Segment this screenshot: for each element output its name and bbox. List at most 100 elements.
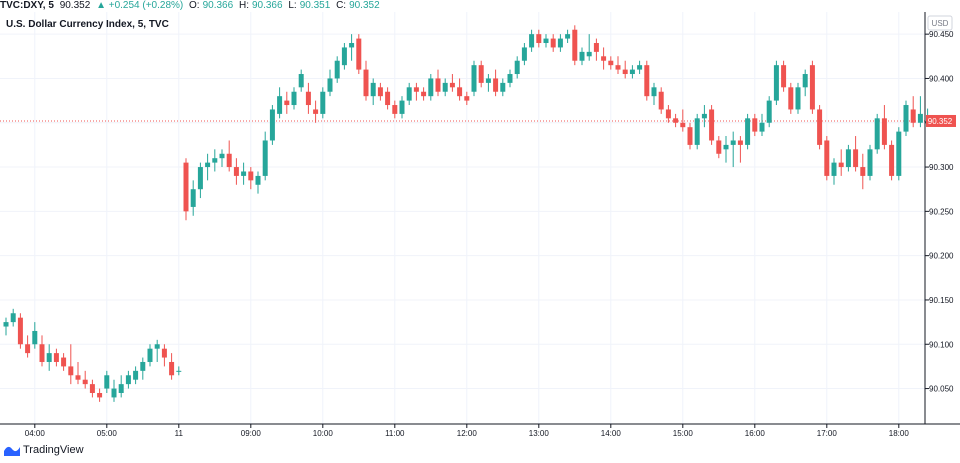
candle-body	[356, 38, 362, 70]
chart-title: U.S. Dollar Currency Index, 5, TVC	[6, 19, 169, 30]
candle-body	[154, 344, 160, 349]
candle-body	[802, 74, 808, 88]
candle-down	[39, 335, 45, 367]
x-tick-label: 12:00	[457, 429, 478, 438]
candle-body	[219, 153, 225, 159]
candle-body	[543, 38, 549, 44]
candle-up	[543, 34, 549, 48]
candle-body	[723, 144, 729, 150]
candle-body	[111, 388, 117, 398]
candle-up	[521, 43, 527, 66]
candle-up	[867, 144, 873, 181]
candle-up	[147, 344, 153, 367]
price-change: ▲ +0.254 (+0.28%)	[96, 0, 184, 11]
candle-down	[61, 353, 67, 371]
candle-down	[161, 344, 167, 367]
candle-body	[406, 87, 412, 101]
candle-body	[125, 375, 131, 385]
high-label: H:	[238, 0, 249, 11]
candle-body	[637, 65, 643, 70]
candle-down	[392, 100, 398, 119]
candle-body	[97, 392, 103, 398]
candle-body	[39, 344, 45, 362]
close-value: 90.352	[349, 0, 380, 11]
candle-up	[125, 370, 131, 389]
x-tick-label: 04:00	[25, 429, 46, 438]
candle-down	[356, 34, 362, 75]
symbol-name[interactable]: TVC:DXY, 5	[0, 0, 54, 11]
candle-up	[773, 60, 779, 106]
candle-up	[802, 69, 808, 97]
candle-down	[478, 60, 484, 88]
candle-body	[176, 370, 182, 372]
candle-body	[651, 87, 657, 97]
candle-body	[205, 162, 211, 168]
candle-body	[622, 69, 628, 75]
candle-body	[917, 113, 923, 123]
candle-body	[687, 127, 693, 145]
candle-body	[370, 82, 376, 97]
candle-body	[500, 82, 506, 92]
candle-body	[284, 100, 290, 106]
candle-body	[838, 162, 844, 168]
candle-up	[529, 29, 535, 52]
candle-down	[593, 38, 599, 61]
candle-up	[565, 29, 571, 44]
candle-body	[507, 74, 513, 83]
candle-body	[327, 78, 333, 92]
candle-body	[629, 69, 635, 75]
candle-body	[291, 91, 297, 106]
candle-body	[89, 384, 95, 393]
candle-down	[68, 344, 74, 385]
candle-body	[896, 131, 902, 176]
brand-label: TradingView	[23, 444, 84, 456]
candle-down	[737, 136, 743, 163]
candle-body	[644, 65, 650, 97]
tradingview-logo[interactable]: TradingView	[4, 444, 84, 456]
y-tick-label: 90.200	[929, 252, 954, 261]
candle-down	[421, 87, 427, 101]
candle-body	[889, 144, 895, 176]
candle-body	[68, 366, 74, 376]
low-value: 90.351	[299, 0, 331, 11]
candle-body	[752, 118, 758, 132]
candle-body	[457, 87, 463, 97]
price-chart[interactable]: 90.45090.40090.35090.30090.25090.20090.1…	[0, 12, 960, 463]
candle-up	[133, 366, 139, 385]
candle-body	[133, 370, 139, 380]
candle-up	[154, 339, 160, 362]
candle-down	[709, 105, 715, 145]
candle-body	[658, 91, 664, 110]
candle-body	[241, 171, 247, 176]
candle-down	[752, 113, 758, 137]
candle-body	[485, 78, 491, 83]
candle-up	[637, 60, 643, 75]
candle-up	[917, 96, 923, 128]
candle-body	[831, 162, 837, 176]
candle-body	[341, 47, 347, 66]
candle-body	[809, 65, 815, 110]
candle-body	[46, 353, 52, 362]
candle-up	[471, 60, 477, 97]
candle-down	[687, 122, 693, 150]
x-tick-label: 14:00	[601, 429, 622, 438]
candle-up	[3, 317, 9, 336]
candle-body	[716, 140, 722, 154]
candle-down	[536, 29, 542, 48]
candle-down	[809, 60, 815, 114]
x-tick-label: 17:00	[817, 429, 838, 438]
candle-body	[478, 65, 484, 83]
candle-up	[32, 322, 38, 349]
candle-down	[75, 361, 81, 385]
candle-body	[514, 60, 520, 75]
candle-down	[788, 82, 794, 114]
candle-body	[745, 118, 751, 145]
time-axis[interactable]: 04:00 05:00 11 09:00 10:00 11:00 12:00 13:00 14:…	[25, 424, 910, 438]
candle-up	[255, 171, 261, 194]
candle-down	[838, 149, 844, 176]
candle-body	[212, 158, 218, 163]
candle-down	[183, 158, 189, 221]
candle-body	[845, 149, 851, 168]
candle-body	[3, 322, 9, 327]
candle-up	[694, 113, 700, 150]
